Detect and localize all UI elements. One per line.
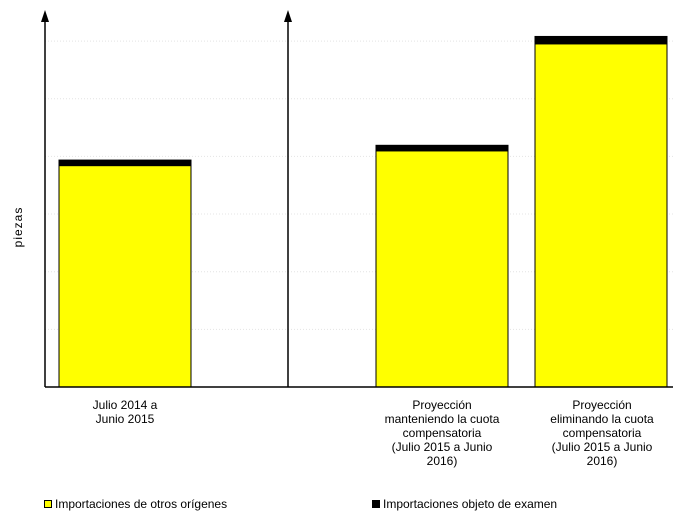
bar-3-series-0: [534, 43, 668, 388]
legend-item-0: Importaciones de otros orígenes: [44, 497, 227, 511]
bar-0-series-0: [58, 165, 192, 388]
category-label-3: Proyección eliminando la cuota compensat…: [550, 398, 654, 468]
legend-label-0: Importaciones de otros orígenes: [55, 497, 228, 511]
bar-2-series-0: [375, 150, 509, 388]
legend-swatch-1: [372, 500, 380, 508]
bar-3-series-1: [534, 35, 668, 45]
bar-0-series-1: [58, 159, 192, 167]
category-label-0: Julio 2014 a Junio 2015: [92, 398, 158, 426]
category-label-2: Proyección manteniendo la cuota compensa…: [384, 398, 500, 468]
bar-2-series-1: [375, 144, 509, 152]
y-axis-arrow-1: [284, 10, 292, 22]
legend-label-1: Importaciones objeto de examen: [383, 497, 558, 511]
legend-swatch-0: [44, 500, 52, 508]
y-axis-label: piezas: [11, 206, 25, 248]
legend-item-1: Importaciones objeto de examen: [372, 497, 557, 511]
y-axis-arrow-0: [41, 10, 49, 22]
